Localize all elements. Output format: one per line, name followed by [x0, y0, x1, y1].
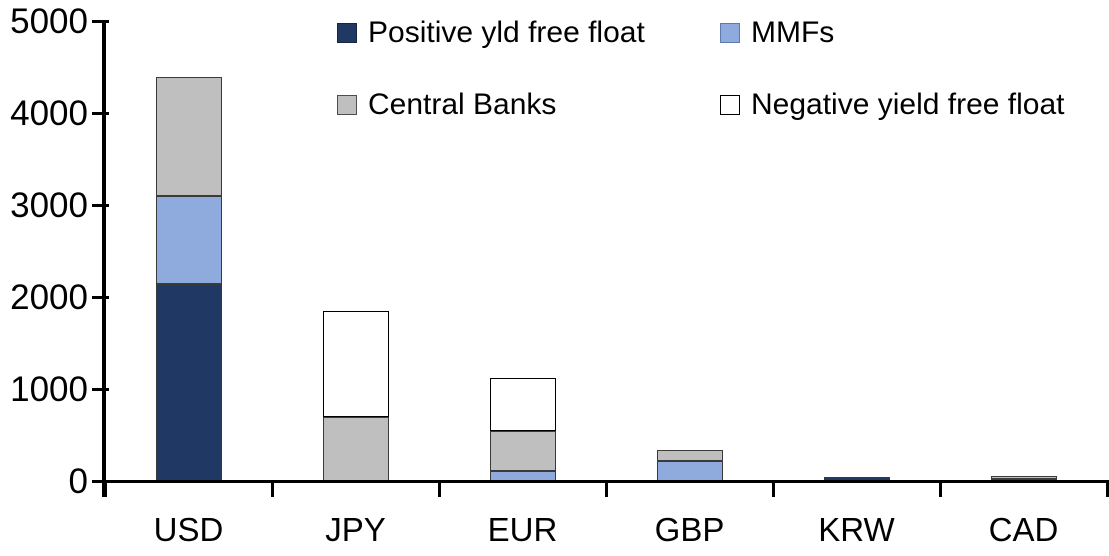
bar-segment-jpy-central-banks: [322, 417, 389, 482]
x-axis-label-krw: KRW: [818, 511, 895, 548]
legend-swatch-mmfs-icon: [720, 23, 740, 43]
legend-label-negative-yield-free-float: Negative yield free float: [751, 88, 1065, 121]
x-axis-tick: [437, 480, 441, 497]
legend-swatch-central-banks-icon: [337, 95, 357, 115]
x-axis-label-gbp: GBP: [654, 511, 725, 548]
y-axis-tick: [92, 480, 109, 483]
y-axis-tick: [92, 204, 109, 207]
y-axis-tick-label: 2000: [10, 277, 88, 317]
x-axis-tick: [1105, 480, 1109, 497]
x-axis-label-usd: USD: [153, 511, 224, 548]
bar-segment-usd-positive-yld-free-float: [155, 283, 222, 482]
legend-item-positive-yld-free-float: Positive yld free float: [337, 16, 645, 50]
bar-segment-eur-central-banks: [489, 430, 556, 472]
legend-label-positive-yld-free-float: Positive yld free float: [368, 16, 645, 49]
y-axis-tick: [92, 388, 109, 391]
y-axis-tick-label: 0: [68, 461, 88, 501]
bar-segment-usd-central-banks: [155, 76, 222, 197]
y-axis-tick: [92, 296, 109, 299]
x-axis-tick: [270, 480, 274, 497]
y-axis-tick-label: 4000: [10, 93, 88, 133]
y-axis-line: [102, 21, 106, 497]
x-axis-label-jpy: JPY: [325, 511, 386, 548]
y-axis-tick-label: 1000: [10, 369, 88, 409]
legend-label-central-banks: Central Banks: [368, 88, 557, 121]
y-axis-tick-label: 3000: [10, 185, 88, 225]
y-axis-tick-label: 5000: [10, 1, 88, 41]
bar-segment-eur-negative-yield-free-float: [489, 377, 556, 431]
x-axis-label-cad: CAD: [988, 511, 1059, 548]
legend-swatch-negative-yield-free-float-icon: [720, 95, 740, 115]
legend-item-mmfs: MMFs: [720, 16, 834, 50]
bar-segment-gbp-central-banks: [656, 450, 723, 462]
legend-item-central-banks: Central Banks: [337, 88, 556, 122]
y-axis-tick: [92, 20, 109, 23]
legend-label-mmfs: MMFs: [751, 16, 835, 49]
legend-swatch-positive-yld-free-float-icon: [337, 23, 357, 43]
bar-segment-gbp-mmfs: [656, 461, 723, 482]
bar-segment-usd-mmfs: [155, 196, 222, 284]
x-axis-tick: [938, 480, 942, 497]
x-axis-tick: [604, 480, 608, 497]
bar-segment-cad-central-banks: [990, 475, 1057, 480]
x-axis-tick: [103, 480, 107, 497]
x-axis-tick: [771, 480, 775, 497]
legend-item-negative-yield-free-float: Negative yield free float: [720, 88, 1065, 122]
bar-segment-jpy-negative-yield-free-float: [322, 311, 389, 418]
y-axis-tick: [92, 112, 109, 115]
x-axis-label-eur: EUR: [487, 511, 558, 548]
